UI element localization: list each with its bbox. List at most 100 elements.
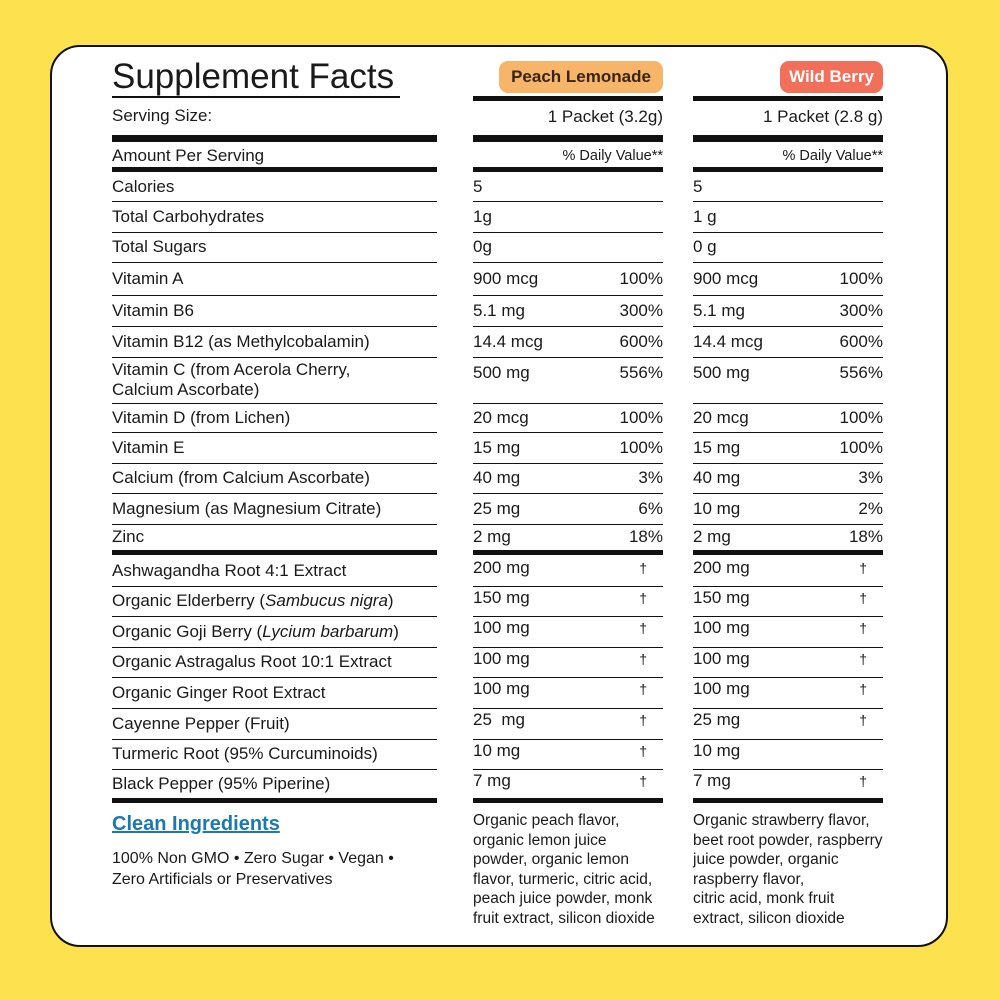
rule: [693, 262, 883, 263]
ingredients: citric acid, monk fruit: [693, 890, 835, 908]
rule: [693, 432, 883, 433]
amount: 14.4 mcg: [693, 331, 763, 351]
latin-name: Lycium barbarum: [262, 621, 394, 641]
amount: 2 mg: [473, 527, 511, 546]
ingredients: fruit extract, silicon dioxide: [473, 910, 655, 927]
rule: [112, 493, 437, 494]
daily-value: †: [639, 620, 647, 636]
rule: [693, 647, 883, 648]
daily-value: †: [639, 590, 647, 606]
row-label: Calories: [112, 177, 174, 197]
label-text: Organic Astragalus Root 10:1 Extract: [112, 652, 392, 671]
amount: 100 mg: [693, 618, 750, 637]
daily-value: 300%: [839, 300, 883, 320]
amount: 20 mcg: [693, 407, 749, 427]
rule: [693, 232, 883, 233]
daily-value: †: [639, 773, 647, 789]
amount: 100 mg: [473, 679, 530, 698]
rule: [693, 769, 883, 770]
daily-value: 100%: [839, 407, 883, 427]
row-label: Organic Goji Berry (Lycium barbarum): [112, 622, 399, 642]
label-text: Total Sugars: [112, 237, 207, 256]
amount: 2 mg: [693, 527, 731, 546]
label-text: Organic Elderberry (: [112, 591, 266, 610]
daily-value: †: [859, 560, 867, 576]
row-label: Calcium (from Calcium Ascorbate): [112, 468, 370, 488]
rule: [693, 677, 883, 678]
rule: [112, 463, 437, 464]
ingredients: Organic peach flavor,: [473, 812, 620, 829]
rule: [693, 96, 883, 101]
daily-value: †: [859, 773, 867, 789]
amount: 10 mg: [693, 498, 741, 518]
ingredients: organic lemon juice: [473, 831, 607, 849]
amount: 200 mg: [473, 558, 530, 577]
rule: [473, 586, 663, 587]
amount: 20 mcg: [473, 407, 529, 427]
daily-value: †: [639, 743, 647, 759]
label-text: ): [387, 591, 394, 610]
label-text: Total Carbohydrates: [112, 206, 265, 226]
daily-value: 100%: [619, 437, 663, 457]
label-text: ): [393, 621, 399, 641]
label-text: Vitamin A: [112, 268, 184, 288]
rule: [473, 798, 663, 803]
row-label: Vitamin D (from Lichen): [112, 408, 290, 428]
dv-label: % Daily Value**: [782, 148, 883, 164]
row-label: Cayenne Pepper (Fruit): [112, 714, 290, 734]
daily-value: 100%: [619, 407, 663, 427]
rule: [693, 357, 883, 358]
daily-value: †: [639, 651, 647, 667]
flavor-name: Wild Berry: [780, 61, 883, 93]
label-text: Vitamin D (from Lichen): [112, 407, 291, 427]
daily-value: 6%: [638, 498, 663, 518]
label-text: Ashwagandha Root 4:1 Extract: [112, 561, 347, 580]
daily-value: 3%: [858, 468, 883, 487]
rule: [112, 232, 437, 233]
row-label: Vitamin E: [112, 438, 184, 458]
daily-value: 100%: [839, 437, 883, 457]
amount: 40 mg: [693, 468, 741, 487]
daily-value: †: [859, 712, 867, 728]
rule: [473, 493, 663, 494]
ingredients: extract, silicon dioxide: [693, 910, 845, 927]
rule: [473, 708, 663, 709]
rule: [693, 403, 883, 404]
rule: [473, 295, 663, 296]
rule: [693, 708, 883, 709]
amount: 14.4 mcg: [473, 331, 543, 351]
row-label: Vitamin B6: [112, 301, 194, 321]
label-text: Vitamin C (from Acerola Cherry,: [112, 360, 351, 379]
amount-label: Amount Per Serving: [112, 146, 265, 165]
amount: 5: [693, 177, 703, 196]
amount: 100 mg: [693, 649, 750, 668]
rule: [693, 326, 883, 327]
rule: [473, 647, 663, 648]
rule: [112, 403, 437, 404]
rule: [473, 616, 663, 617]
rule: [112, 135, 437, 142]
rule: [473, 677, 663, 678]
amount: 100 mg: [473, 649, 530, 668]
daily-value: †: [859, 620, 867, 636]
title: Supplement Facts: [112, 57, 395, 96]
daily-value: 18%: [628, 527, 663, 546]
serving-size: 1 Packet (2.8 g): [762, 107, 883, 126]
latin-name: Sambucus nigra: [265, 591, 388, 610]
footer-heading: Clean Ingredients: [112, 813, 280, 835]
rule: [473, 96, 663, 101]
row-label: Organic Ginger Root Extract: [112, 683, 326, 703]
rule: [473, 357, 663, 358]
row-label: Total Carbohydrates: [112, 207, 264, 227]
rule: [473, 403, 663, 404]
daily-value: 556%: [839, 363, 883, 382]
row-label: Vitamin B12 (as Methylcobalamin): [112, 332, 370, 352]
serving-size: 1 Packet (3.2g): [547, 107, 663, 126]
rule: [112, 769, 437, 770]
daily-value: †: [639, 681, 647, 697]
rule: [473, 167, 663, 172]
rule: [473, 326, 663, 327]
row-label: Vitamin C (from Acerola Cherry, Calcium A…: [112, 360, 350, 400]
daily-value: 3%: [638, 468, 663, 487]
